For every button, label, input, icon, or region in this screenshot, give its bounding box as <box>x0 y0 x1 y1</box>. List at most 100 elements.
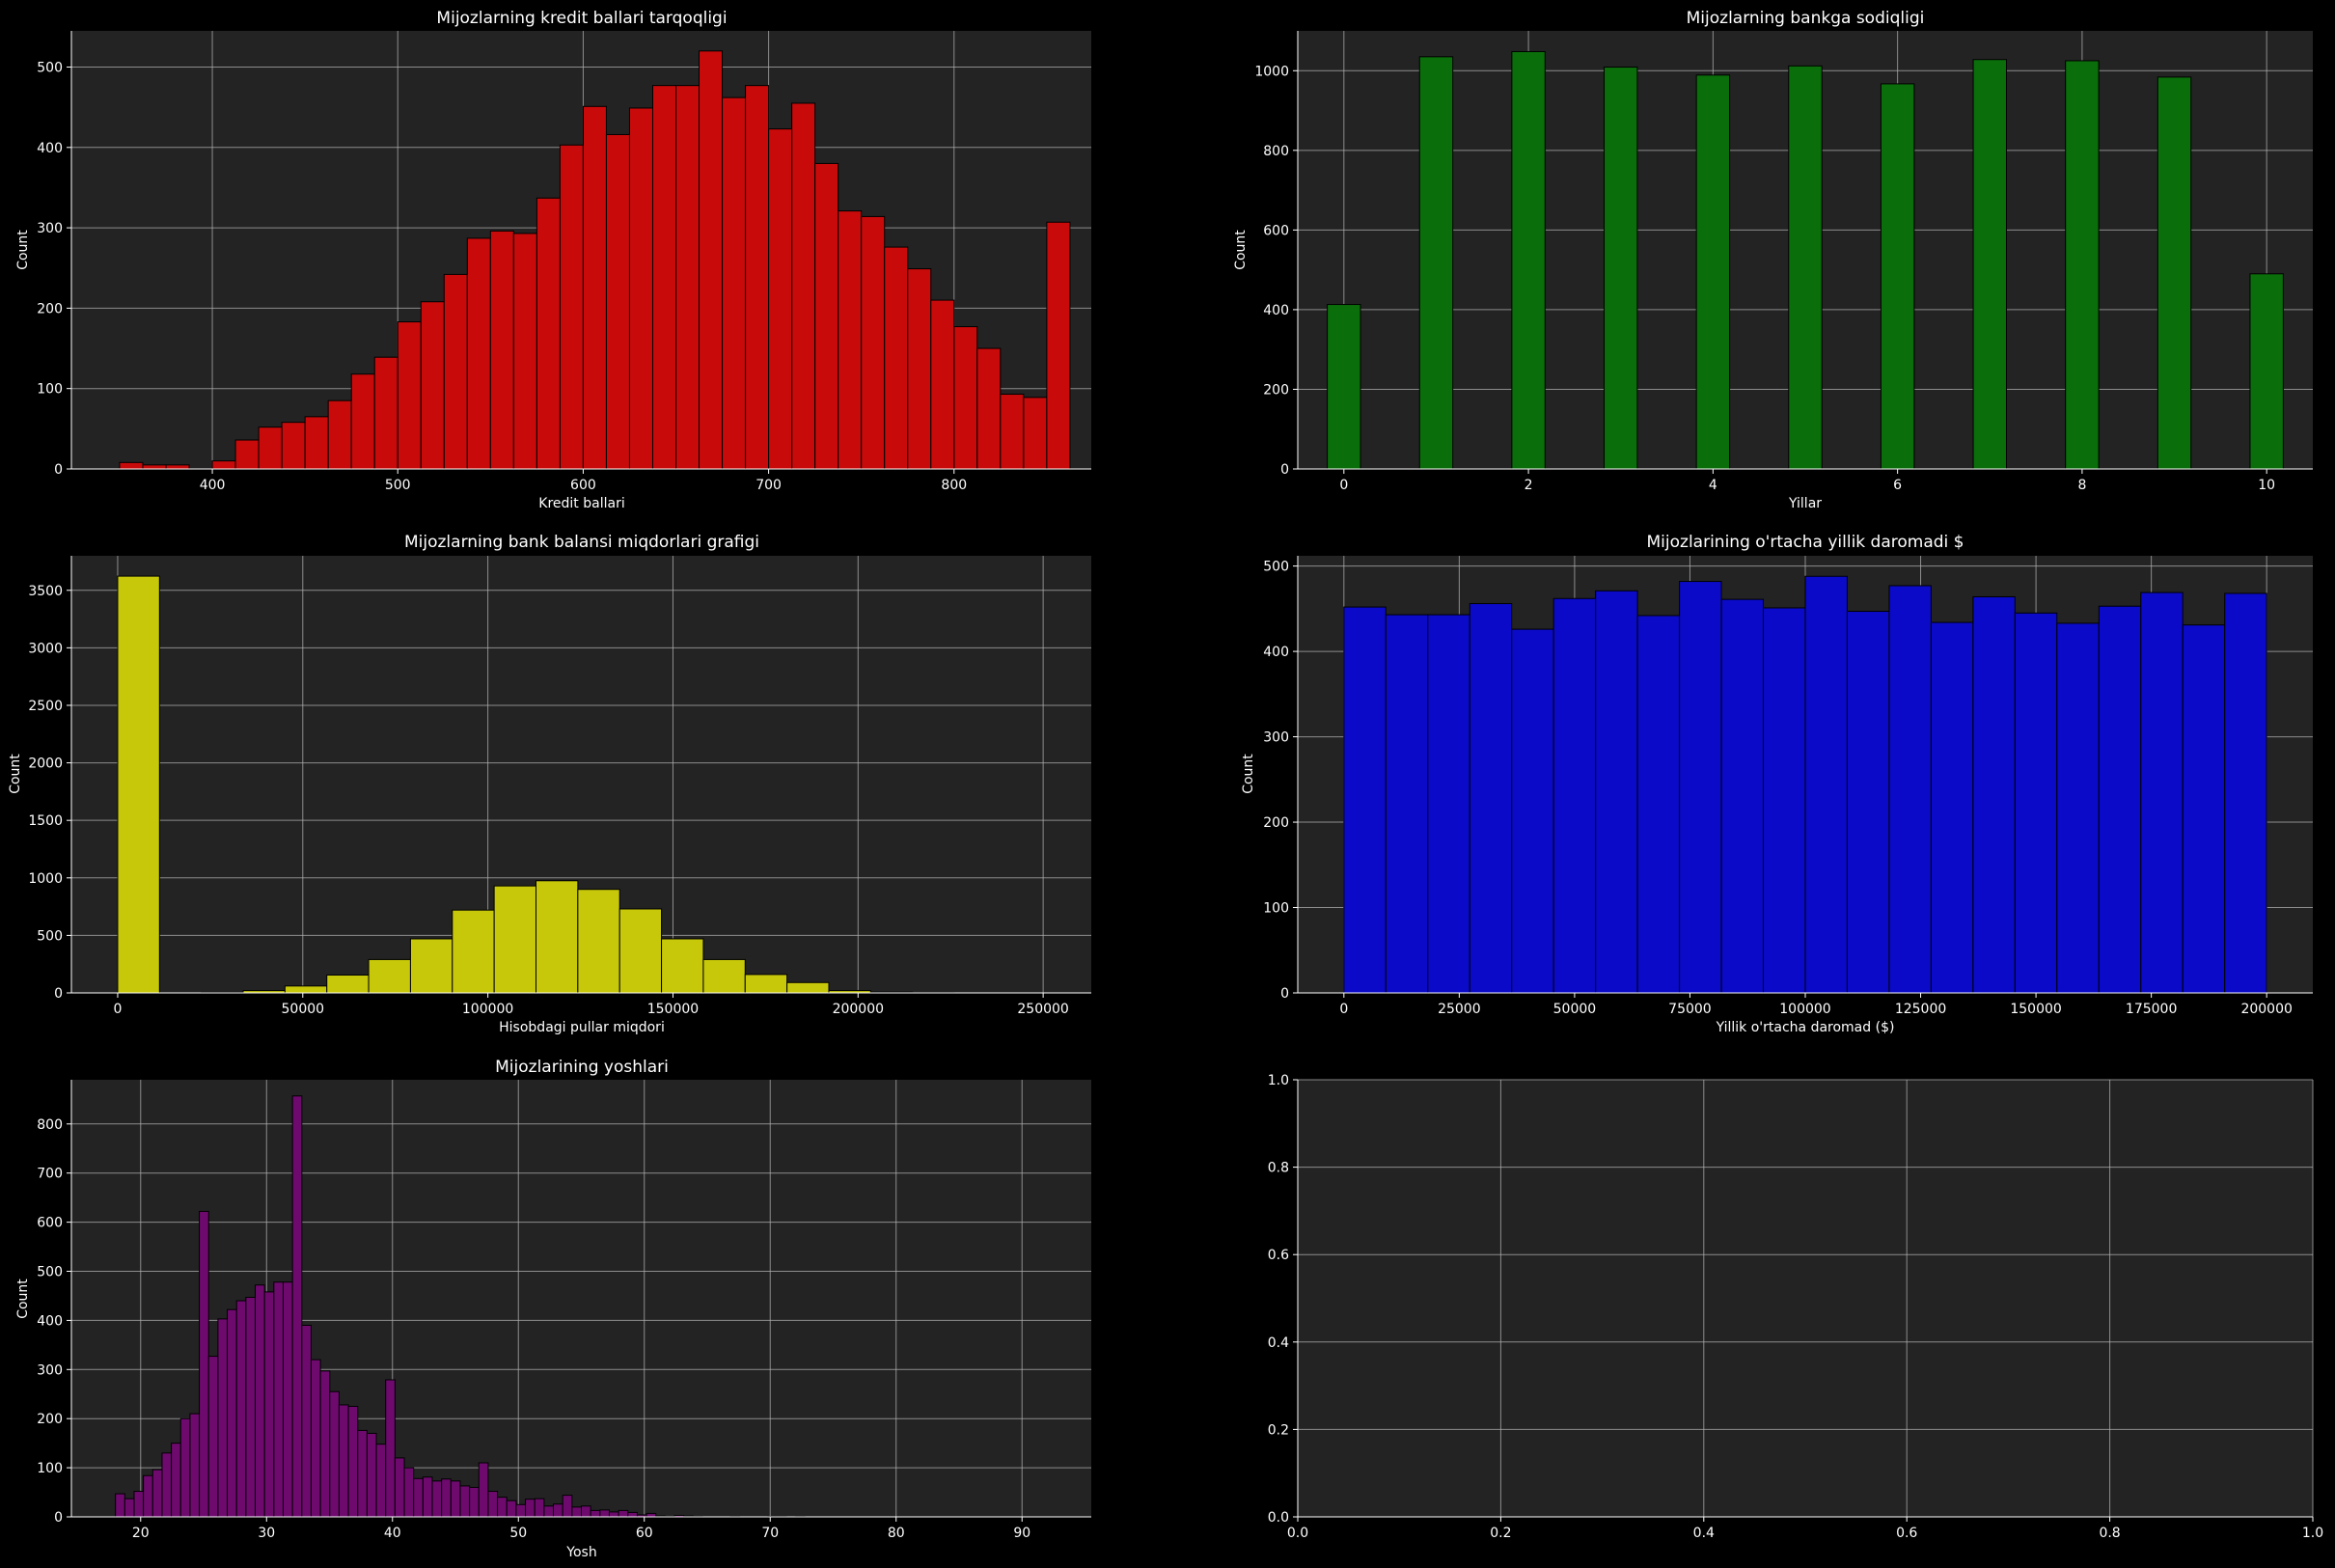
age-bar <box>245 1296 257 1518</box>
credit-score-x-tick-label: 400 <box>200 478 226 493</box>
tenure-bar <box>1327 304 1361 470</box>
empty-y-tick-label: 0.0 <box>1268 1510 1289 1526</box>
empty-x-tick-label: 1.0 <box>2302 1526 2323 1541</box>
age-x-tick-label: 20 <box>132 1526 150 1541</box>
age-x-tick-label: 80 <box>888 1526 905 1541</box>
tenure-bar <box>2249 273 2284 470</box>
credit-score-bar <box>512 233 537 470</box>
age-x-tick-label: 70 <box>761 1526 779 1541</box>
tenure-x-tick-label: 6 <box>1893 478 1902 493</box>
credit-score-bar <box>605 133 630 470</box>
balance-x-tick-label: 0 <box>113 1002 122 1017</box>
age-bar <box>124 1498 135 1518</box>
salary-bar <box>2098 605 2142 994</box>
salary-x-tick-label: 50000 <box>1553 1002 1597 1017</box>
age-bar <box>301 1324 312 1518</box>
salary-x-tick-label: 25000 <box>1438 1002 1481 1017</box>
salary-plot-area: 0 25000 50000 75000 100000 125000 150000 175000… <box>1263 556 2313 1017</box>
balance-y-tick-label: 3000 <box>28 641 63 656</box>
empty-y-tick-label: 1.0 <box>1268 1073 1289 1088</box>
age-bar <box>431 1480 443 1518</box>
balance-y-tick-label: 1000 <box>28 871 63 887</box>
balance-x-tick-label: 50000 <box>282 1002 325 1017</box>
age-bar <box>282 1281 293 1518</box>
balance-bar <box>368 958 411 994</box>
credit-score-y-tick-label: 300 <box>37 221 63 236</box>
salary-x-tick-label: 200000 <box>2240 1002 2292 1017</box>
age-bar <box>525 1499 536 1518</box>
age-bar <box>599 1509 610 1518</box>
credit-score-x-tick-label: 700 <box>755 478 782 493</box>
tenure-bar <box>1418 56 1454 470</box>
salary-y-tick-label: 200 <box>1263 815 1289 831</box>
age-bar <box>422 1476 433 1518</box>
salary-x-tick-label: 175000 <box>2126 1002 2177 1017</box>
tenure-x-tick-label: 10 <box>2258 478 2275 493</box>
empty-y-tick-label: 0.8 <box>1268 1161 1289 1176</box>
credit-score-bar <box>304 416 329 470</box>
balance-bar <box>536 880 579 994</box>
credit-score-bar <box>791 102 816 470</box>
age-x-tick-label: 90 <box>1013 1526 1030 1541</box>
balance-bar <box>661 938 704 994</box>
age-bar <box>291 1095 303 1518</box>
salary-y-tick-label: 300 <box>1263 730 1289 746</box>
subplot-age: 20 30 40 50 60 70 80 90 0 100 200 300 400 500 600 700 80… <box>15 1058 1091 1560</box>
age-x-tick-label: 60 <box>636 1526 653 1541</box>
age-y-tick-label: 400 <box>37 1313 63 1329</box>
age-bar <box>338 1404 349 1518</box>
balance-y-tick-label: 0 <box>54 986 63 1002</box>
age-bar <box>235 1300 247 1518</box>
credit-score-x-tick-label: 500 <box>385 478 411 493</box>
age-bar <box>255 1284 265 1518</box>
age-bar <box>394 1457 405 1518</box>
balance-title: Mijozlarning bank balansi miqdorlari gra… <box>404 533 759 552</box>
empty-x-tick-label: 0.0 <box>1287 1526 1308 1541</box>
age-y-tick-label: 500 <box>37 1265 63 1280</box>
age-bar <box>319 1370 331 1518</box>
credit-score-bar <box>1046 221 1071 470</box>
salary-bar <box>1636 615 1681 994</box>
salary-bar <box>1511 628 1554 994</box>
salary-bar <box>1846 611 1890 994</box>
tenure-x-tick-label: 4 <box>1709 478 1717 493</box>
tenure-y-tick-label: 400 <box>1263 303 1289 318</box>
empty-x-tick-label: 0.6 <box>1896 1526 1917 1541</box>
tenure-bar <box>1604 67 1638 470</box>
credit-score-x-tick-label: 600 <box>570 478 596 493</box>
empty-axes-background <box>1298 1080 2313 1517</box>
credit-score-bar <box>466 237 491 470</box>
credit-score-plot-area: 400 500 600 700 800 0 100 200 300 400 500 <box>37 31 1091 493</box>
credit-score-bar <box>489 230 514 470</box>
empty-x-tick-label: 0.2 <box>1490 1526 1511 1541</box>
balance-bar <box>452 909 495 994</box>
salary-ylabel: Count <box>1241 754 1256 794</box>
age-y-tick-label: 200 <box>37 1412 63 1427</box>
age-bar <box>375 1444 387 1518</box>
age-y-tick-label: 700 <box>37 1167 63 1182</box>
tenure-y-tick-label: 1000 <box>1254 64 1289 79</box>
age-bar <box>403 1467 415 1518</box>
salary-bar <box>2140 591 2184 994</box>
salary-x-tick-label: 150000 <box>2010 1002 2061 1017</box>
credit-score-bar <box>976 347 1002 470</box>
age-bar <box>571 1506 582 1518</box>
age-bar <box>347 1405 359 1518</box>
age-bar <box>273 1281 284 1518</box>
empty-plot-area: 0.0 0.2 0.4 0.6 0.8 1.0 0.0 0.2 0.4 0.6 0.8 1.0 <box>1268 1073 2323 1541</box>
age-title: Mijozlarining yoshlari <box>495 1058 669 1077</box>
balance-bar <box>284 985 328 994</box>
tenure-ylabel: Count <box>1233 230 1249 270</box>
credit-score-bar <box>628 107 653 470</box>
salary-title: Mijozlarining o'rtacha yillik daromadi $ <box>1647 533 1964 552</box>
credit-score-bar <box>420 301 445 470</box>
age-bar <box>179 1417 191 1518</box>
salary-bar <box>1343 606 1387 994</box>
empty-y-tick-label: 0.4 <box>1268 1335 1289 1351</box>
salary-y-tick-label: 100 <box>1263 901 1289 917</box>
tenure-bar <box>2065 60 2100 470</box>
age-y-tick-label: 0 <box>54 1510 63 1526</box>
subplot-salary: 0 25000 50000 75000 100000 125000 150000 175000… <box>1241 533 2313 1035</box>
tenure-y-tick-label: 200 <box>1263 382 1289 398</box>
balance-bar <box>786 981 830 994</box>
